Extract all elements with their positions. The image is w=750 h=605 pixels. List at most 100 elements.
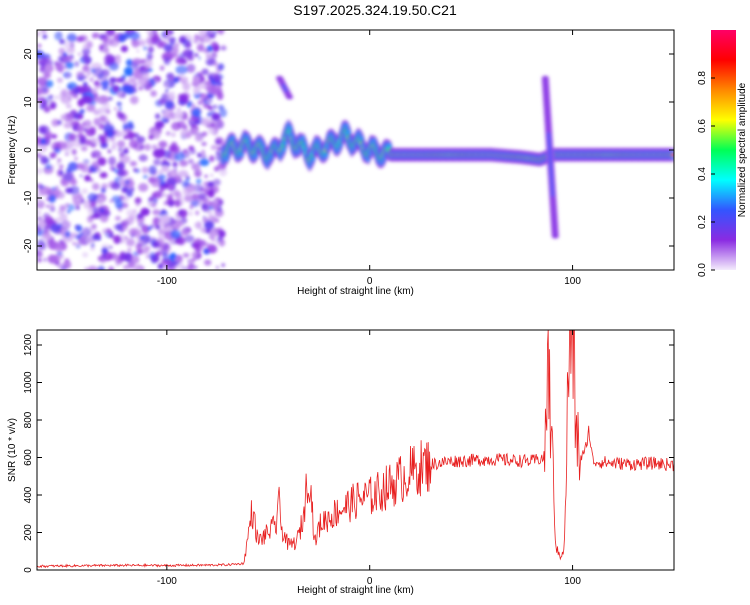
- noise-speckle: [209, 244, 213, 248]
- noise-speckle: [112, 141, 117, 146]
- noise-speckle: [118, 107, 122, 111]
- noise-speckle: [51, 144, 56, 148]
- y-tick-label: 20: [23, 48, 34, 60]
- noise-speckle: [48, 98, 52, 103]
- noise-speckle: [208, 33, 216, 39]
- noise-speckle: [90, 247, 95, 251]
- noise-speckle: [112, 167, 116, 172]
- noise-speckle: [211, 216, 218, 223]
- noise-speckle: [37, 32, 41, 37]
- noise-speckle: [65, 61, 74, 69]
- noise-speckle: [57, 158, 62, 163]
- noise-speckle: [81, 47, 91, 56]
- noise-speckle: [209, 155, 215, 162]
- noise-speckle: [214, 208, 224, 218]
- noise-speckle: [81, 121, 86, 127]
- noise-speckle: [185, 185, 196, 193]
- noise-speckle: [117, 91, 124, 97]
- colorbar-tick-label: 0.2: [697, 215, 708, 229]
- noise-speckle: [59, 164, 64, 169]
- noise-speckle: [190, 251, 198, 258]
- y-tick-label: -20: [23, 238, 34, 253]
- noise-speckle: [159, 214, 170, 224]
- noise-speckle: [72, 93, 79, 99]
- noise-speckle: [108, 245, 113, 249]
- noise-speckle: [79, 174, 83, 178]
- noise-speckle: [42, 35, 47, 39]
- noise-speckle: [171, 132, 176, 138]
- noise-speckle: [165, 89, 169, 93]
- noise-speckle: [136, 248, 144, 255]
- noise-speckle: [75, 244, 81, 249]
- noise-speckle: [185, 41, 192, 49]
- noise-speckle: [151, 179, 162, 188]
- noise-speckle: [166, 173, 171, 177]
- noise-speckle: [141, 225, 151, 234]
- noise-speckle: [173, 76, 180, 84]
- noise-speckle: [37, 188, 47, 196]
- noise-speckle: [51, 134, 58, 139]
- noise-speckle: [118, 33, 127, 43]
- noise-speckle: [157, 263, 164, 270]
- noise-speckle: [188, 211, 193, 216]
- noise-speckle: [37, 258, 42, 263]
- noise-speckle: [40, 155, 48, 165]
- noise-speckle: [190, 243, 194, 247]
- noise-speckle: [49, 203, 55, 209]
- noise-speckle: [119, 154, 131, 164]
- noise-speckle: [109, 77, 117, 83]
- noise-speckle: [71, 148, 77, 156]
- noise-speckle: [57, 85, 61, 90]
- noise-speckle: [141, 166, 149, 174]
- noise-speckle: [109, 82, 114, 88]
- noise-speckle: [41, 100, 46, 105]
- noise-speckle: [182, 49, 193, 58]
- noise-speckle: [108, 96, 113, 101]
- noise-speckle: [158, 140, 168, 149]
- noise-speckle: [178, 93, 189, 103]
- noise-speckle: [219, 108, 227, 118]
- noise-speckle: [56, 161, 61, 166]
- noise-speckle: [201, 204, 205, 208]
- colorbar-tick-label: 0.8: [697, 71, 708, 85]
- noise-speckle: [150, 224, 155, 229]
- y-tick-label: 400: [23, 486, 34, 503]
- noise-speckle: [133, 133, 140, 138]
- noise-speckle: [57, 54, 69, 64]
- noise-speckle: [37, 167, 43, 175]
- noise-speckle: [84, 139, 93, 146]
- noise-speckle: [158, 98, 167, 105]
- noise-speckle: [90, 137, 97, 143]
- noise-speckle: [149, 197, 153, 202]
- noise-speckle: [54, 31, 63, 41]
- noise-speckle: [157, 228, 166, 235]
- noise-speckle: [217, 30, 225, 35]
- x-tick-label: -100: [157, 576, 177, 587]
- noise-speckle: [195, 210, 200, 216]
- noise-speckle: [131, 62, 139, 70]
- noise-speckle: [125, 188, 134, 198]
- noise-speckle: [162, 253, 170, 262]
- noise-speckle: [210, 173, 214, 177]
- spectrogram-marks: [37, 30, 674, 270]
- noise-speckle: [46, 197, 50, 201]
- noise-speckle: [84, 267, 88, 270]
- noise-speckle: [80, 145, 88, 152]
- noise-speckle: [218, 230, 226, 238]
- noise-speckle: [84, 175, 91, 182]
- noise-speckle: [114, 107, 117, 111]
- noise-speckle: [136, 136, 146, 144]
- noise-speckle: [203, 48, 211, 54]
- y-tick-label: 600: [23, 449, 34, 466]
- noise-speckle: [180, 228, 189, 236]
- noise-speckle: [212, 104, 218, 110]
- noise-speckle: [120, 45, 129, 53]
- colorbar-tick-label: 0.6: [697, 119, 708, 133]
- x-tick-label: -100: [157, 276, 177, 287]
- noise-speckle: [83, 119, 92, 128]
- noise-speckle: [43, 71, 51, 79]
- noise-speckle: [164, 100, 174, 110]
- noise-speckle: [209, 230, 216, 238]
- noise-speckle: [182, 58, 188, 65]
